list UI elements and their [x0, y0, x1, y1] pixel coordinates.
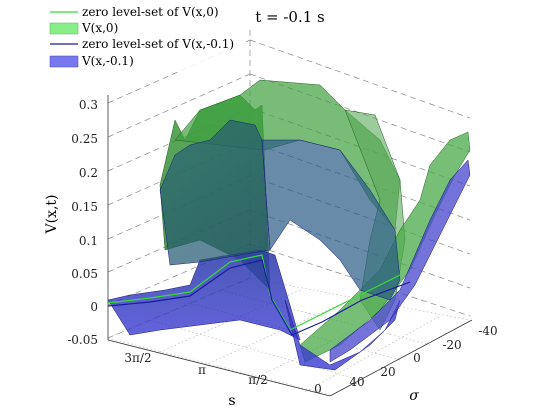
x-tick-label: 0 [314, 382, 322, 396]
legend-label: V(x,-0.1) [81, 54, 134, 68]
legend-item: zero level-set of V(x,-0.1) [50, 37, 234, 51]
zero-level-set-v-x-minus-0.1 [107, 259, 411, 336]
legend-item: V(x,-0.1) [49, 54, 134, 68]
x-ticks: 3π/2 π π/2 0 [124, 351, 321, 396]
y-tick-label: 0 [413, 351, 421, 365]
legend-item: zero level-set of V(x,0) [50, 5, 219, 19]
z-tick-label: 0.25 [71, 132, 98, 146]
z-tick-label: 0.2 [79, 166, 98, 180]
y-tick-label: -20 [442, 338, 461, 352]
z-tick-label: 0.3 [79, 98, 98, 112]
y-ticks: -40 -20 0 20 40 [349, 324, 497, 389]
y-tick-label: 40 [349, 375, 364, 389]
surface-v-x-minus-0.1 [107, 119, 471, 371]
legend-swatch-patch [49, 55, 79, 68]
zero-level-sets [107, 254, 411, 336]
legend-label: V(x,0) [81, 21, 118, 35]
legend-label: zero level-set of V(x,0) [82, 5, 219, 19]
y-tick-label: -40 [478, 324, 497, 338]
x-axis-label: s [228, 393, 235, 409]
legend-item: V(x,0) [49, 21, 118, 35]
y-axis-line [329, 319, 473, 397]
legend-swatch-patch [49, 22, 79, 35]
blue-surface-ridge [159, 119, 271, 266]
x-tick-label: π [198, 363, 206, 377]
z-tick-label: 0.15 [71, 200, 98, 214]
legend-box [46, 2, 246, 72]
blue-surface-left [107, 249, 301, 341]
z-ticks: 0.3 0.25 0.2 0.15 0.1 0.05 0 -0.05 [67, 98, 98, 347]
legend-label: zero level-set of V(x,-0.1) [82, 37, 234, 51]
blue-surface-right-rising [329, 159, 471, 363]
z-tick-label: 0 [90, 300, 98, 314]
z-tick-label: 0.1 [79, 234, 98, 248]
y-tick-label: 20 [380, 365, 395, 379]
x-axis-line [107, 339, 331, 397]
z-tick-label: 0.05 [71, 267, 98, 281]
legend: zero level-set of V(x,0) V(x,0) zero lev… [46, 2, 246, 72]
z-axis-label: V(x,t) [44, 194, 60, 234]
z-tick-label: -0.05 [67, 333, 98, 347]
chart-title: t = -0.1 s [255, 8, 325, 26]
x-tick-label: 3π/2 [124, 351, 151, 365]
y-axis-label: σ [409, 388, 419, 404]
x-tick-label: π/2 [248, 373, 268, 387]
